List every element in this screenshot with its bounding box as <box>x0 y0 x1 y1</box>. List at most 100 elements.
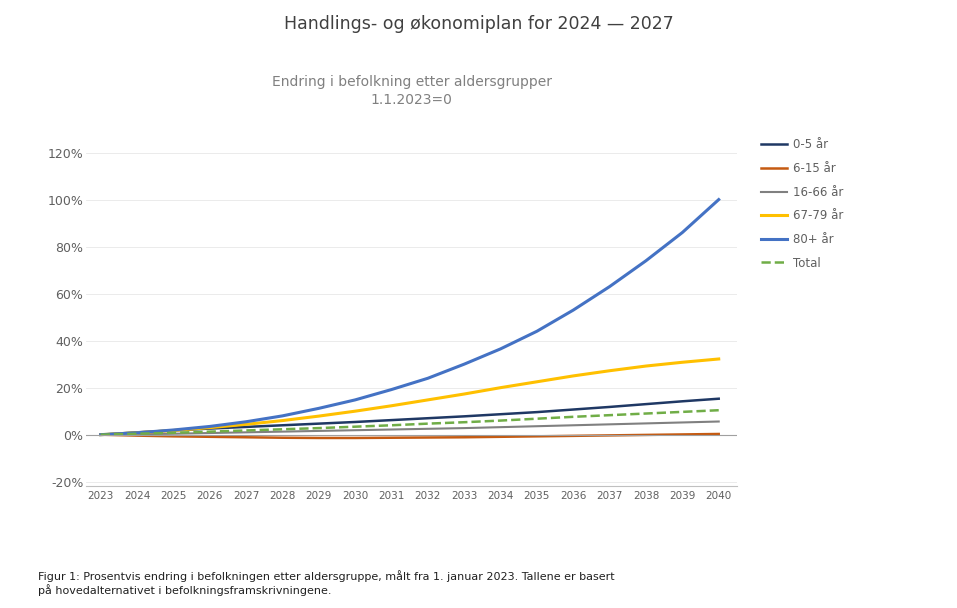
Line: 6-15 år: 6-15 år <box>100 434 719 438</box>
Text: 1.1.2023=0: 1.1.2023=0 <box>370 93 453 108</box>
67-79 år <box>677 359 688 366</box>
Line: 16-66 år: 16-66 år <box>100 421 719 435</box>
0-5 år <box>349 418 361 426</box>
Total <box>531 415 543 423</box>
16-66 år <box>386 426 397 433</box>
Line: Total: Total <box>100 410 719 435</box>
67-79 år <box>386 402 397 409</box>
67-79 år <box>349 407 361 415</box>
6-15 år <box>167 433 179 440</box>
0-5 år <box>95 431 106 438</box>
6-15 år <box>422 434 434 441</box>
6-15 år <box>313 434 324 441</box>
67-79 år <box>640 362 652 370</box>
80+ år <box>349 396 361 404</box>
6-15 år <box>95 431 106 438</box>
6-15 år <box>131 432 143 439</box>
6-15 år <box>604 432 615 439</box>
80+ år <box>95 431 106 438</box>
80+ år <box>386 386 397 393</box>
80+ år <box>604 283 615 290</box>
16-66 år <box>240 429 252 436</box>
6-15 år <box>349 434 361 441</box>
Total <box>167 429 179 437</box>
16-66 år <box>568 421 579 429</box>
16-66 år <box>277 428 288 435</box>
67-79 år <box>131 429 143 437</box>
16-66 år <box>495 424 506 431</box>
80+ år <box>568 306 579 314</box>
6-15 år <box>386 434 397 441</box>
16-66 år <box>531 423 543 430</box>
Total <box>458 418 470 426</box>
0-5 år <box>204 425 215 432</box>
6-15 år <box>240 434 252 441</box>
0-5 år <box>131 429 143 436</box>
Legend: 0-5 år, 6-15 år, 16-66 år, 67-79 år, 80+ år, Total: 0-5 år, 6-15 år, 16-66 år, 67-79 år, 80+… <box>756 134 848 274</box>
80+ år <box>495 345 506 353</box>
80+ år <box>167 426 179 434</box>
Total <box>204 428 215 435</box>
16-66 år <box>95 431 106 438</box>
67-79 år <box>604 367 615 375</box>
Total <box>313 424 324 432</box>
67-79 år <box>495 384 506 392</box>
0-5 år <box>240 423 252 430</box>
80+ år <box>458 361 470 368</box>
6-15 år <box>713 430 724 438</box>
Line: 0-5 år: 0-5 år <box>100 399 719 435</box>
16-66 år <box>458 424 470 432</box>
80+ år <box>204 423 215 430</box>
0-5 år <box>313 420 324 427</box>
6-15 år <box>277 434 288 441</box>
67-79 år <box>568 372 579 379</box>
16-66 år <box>604 421 615 428</box>
80+ år <box>677 229 688 236</box>
80+ år <box>422 375 434 382</box>
67-79 år <box>531 378 543 385</box>
16-66 år <box>422 425 434 432</box>
16-66 år <box>313 427 324 435</box>
80+ år <box>240 418 252 426</box>
67-79 år <box>204 424 215 431</box>
67-79 år <box>95 431 106 438</box>
0-5 år <box>640 401 652 408</box>
6-15 år <box>458 434 470 441</box>
Total <box>386 421 397 429</box>
6-15 år <box>568 432 579 440</box>
6-15 år <box>640 431 652 438</box>
67-79 år <box>458 390 470 398</box>
Total <box>677 408 688 415</box>
16-66 år <box>167 430 179 437</box>
Total <box>713 407 724 414</box>
Total <box>95 431 106 438</box>
Line: 67-79 år: 67-79 år <box>100 359 719 435</box>
0-5 år <box>677 398 688 405</box>
0-5 år <box>167 427 179 434</box>
Total <box>568 413 579 421</box>
Text: Endring i befolkning etter aldersgrupper: Endring i befolkning etter aldersgrupper <box>272 75 551 89</box>
0-5 år <box>422 415 434 422</box>
Total <box>240 427 252 434</box>
0-5 år <box>531 409 543 416</box>
67-79 år <box>240 421 252 428</box>
Total <box>422 420 434 427</box>
0-5 år <box>568 406 579 413</box>
6-15 år <box>204 433 215 440</box>
Total <box>495 417 506 424</box>
6-15 år <box>677 431 688 438</box>
16-66 år <box>131 430 143 438</box>
6-15 år <box>495 433 506 440</box>
0-5 år <box>604 403 615 410</box>
Total <box>604 412 615 419</box>
16-66 år <box>349 427 361 434</box>
67-79 år <box>422 396 434 404</box>
67-79 år <box>277 417 288 424</box>
16-66 år <box>677 419 688 426</box>
Total <box>277 426 288 433</box>
6-15 år <box>531 433 543 440</box>
80+ år <box>313 405 324 412</box>
80+ år <box>531 328 543 335</box>
67-79 år <box>167 427 179 434</box>
0-5 år <box>386 416 397 424</box>
